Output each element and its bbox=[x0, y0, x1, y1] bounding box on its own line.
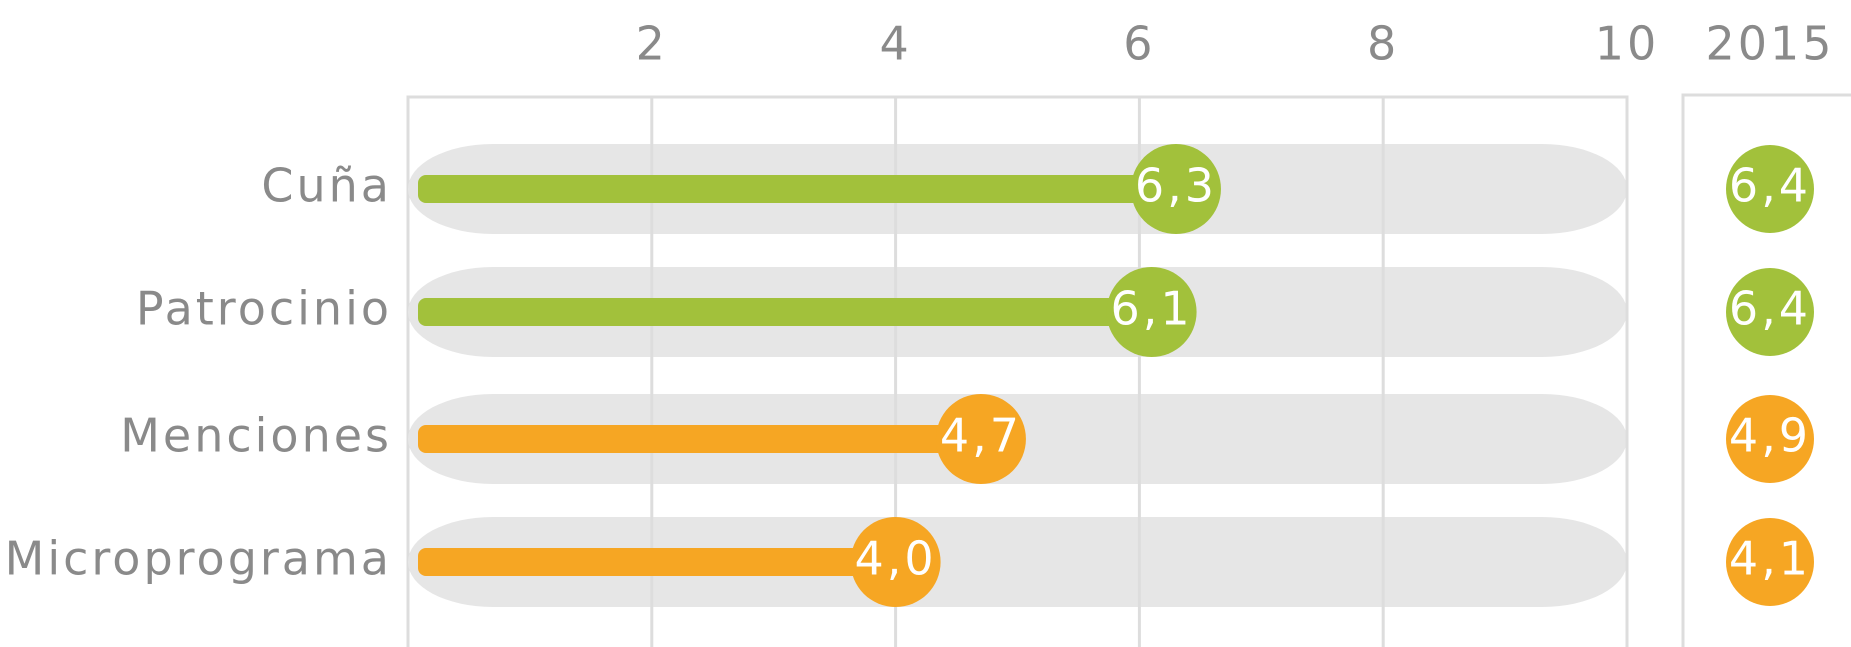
value-label: 6,1 bbox=[1111, 282, 1193, 336]
comparison-badge bbox=[1726, 145, 1814, 233]
bar bbox=[418, 548, 896, 576]
value-label: 6,3 bbox=[1135, 159, 1217, 213]
comparison-badge bbox=[1726, 268, 1814, 356]
value-badge bbox=[935, 394, 1026, 484]
x-tick-label: 4 bbox=[879, 17, 911, 71]
comparison-title: 2015 bbox=[1705, 17, 1834, 71]
x-tick-label: 8 bbox=[1367, 17, 1399, 71]
comparison-label: 6,4 bbox=[1729, 159, 1811, 213]
bar bbox=[418, 298, 1152, 326]
comparison-label: 4,1 bbox=[1729, 532, 1811, 586]
x-tick-label: 2 bbox=[636, 17, 668, 71]
bar bbox=[418, 175, 1176, 203]
category-label: Patrocinio bbox=[136, 282, 392, 336]
comparison-label: 4,9 bbox=[1729, 409, 1811, 463]
value-label: 4,7 bbox=[940, 409, 1022, 463]
category-label: Microprograma bbox=[5, 532, 392, 586]
comparison-badge bbox=[1726, 518, 1814, 606]
category-label: Menciones bbox=[120, 409, 392, 463]
comparison-badge bbox=[1726, 395, 1814, 483]
value-badge bbox=[1106, 267, 1197, 357]
x-tick-label: 10 bbox=[1595, 17, 1660, 71]
bar bbox=[418, 425, 981, 453]
x-tick-label: 6 bbox=[1123, 17, 1155, 71]
category-label: Cuña bbox=[261, 159, 392, 213]
comparison-frame bbox=[1681, 93, 1851, 647]
value-badge bbox=[850, 517, 941, 607]
comparison-label: 6,4 bbox=[1729, 282, 1811, 336]
value-badge bbox=[1130, 144, 1221, 234]
bar-track bbox=[408, 517, 1627, 607]
value-label: 4,0 bbox=[855, 532, 937, 586]
